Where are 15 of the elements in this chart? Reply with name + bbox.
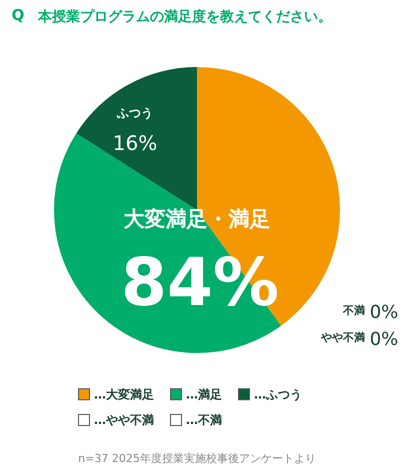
text: ふつう	[116, 106, 153, 120]
legend-label: …ふつう	[254, 387, 302, 402]
text: n=37 2025年度授業実施校事後アンケートより	[78, 452, 316, 465]
text: やや不満	[320, 331, 365, 344]
text: Q	[12, 6, 24, 24]
legend-label: …満足	[186, 387, 222, 402]
chart-title: 本授業プログラムの満足度を教えてください。	[37, 8, 332, 25]
legend-label: …やや不満	[94, 413, 154, 427]
legend-label: …不満	[186, 413, 222, 427]
legend-label: …大変満足	[94, 387, 154, 402]
text: 16%	[112, 131, 158, 155]
text: 不満	[342, 304, 365, 317]
text: 大変満足・満足	[124, 207, 270, 231]
text: 0%	[370, 302, 398, 323]
text: 0%	[370, 329, 398, 350]
